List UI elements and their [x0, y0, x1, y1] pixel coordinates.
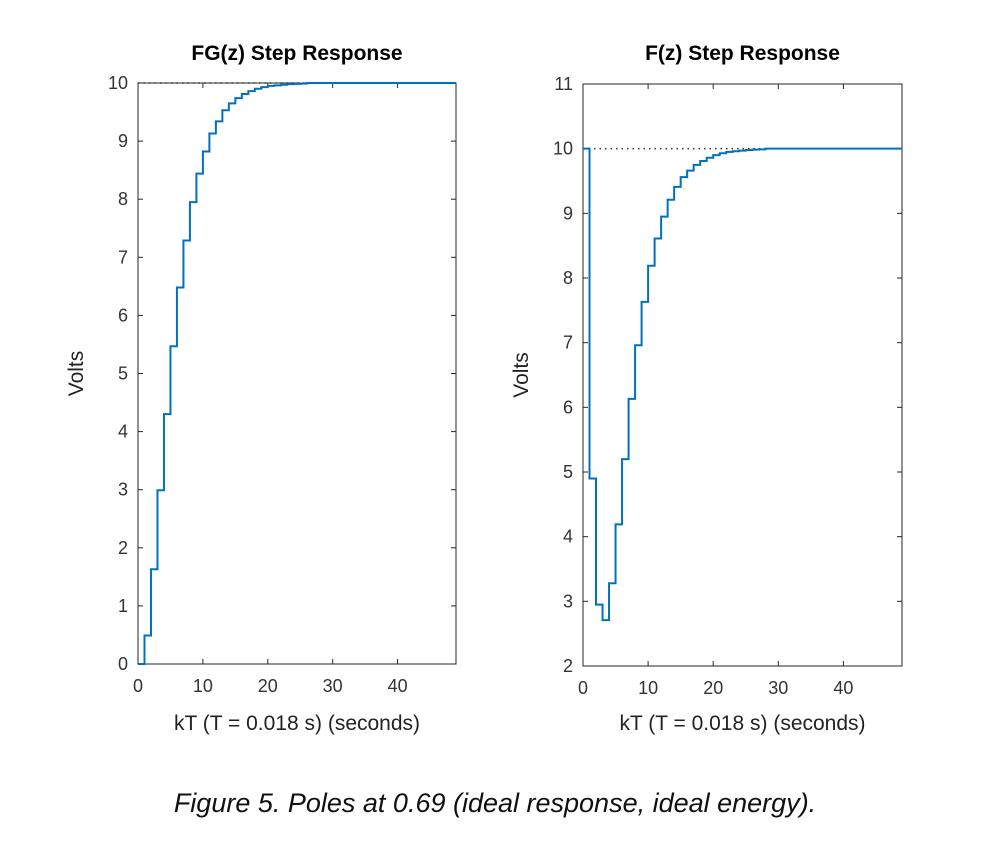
y-axis-label: Volts — [65, 351, 88, 397]
y-tick-label: 11 — [554, 74, 573, 94]
y-tick-label: 4 — [118, 422, 128, 442]
x-tick-label: 20 — [703, 678, 723, 698]
y-tick-label: 9 — [118, 131, 128, 151]
y-tick-label: 9 — [563, 203, 573, 223]
x-tick-label: 20 — [258, 676, 278, 696]
axes-box — [582, 83, 903, 667]
y-tick-label: 2 — [118, 538, 128, 558]
x-tick-label: 30 — [768, 678, 788, 698]
x-axis-label: kT (T = 0.018 s) (seconds) — [619, 712, 865, 735]
chart-title: F(z) Step Response — [645, 42, 840, 65]
y-tick-label: 5 — [118, 364, 128, 384]
y-tick-label: 6 — [563, 397, 573, 417]
y-tick-label: 3 — [118, 480, 128, 500]
x-tick-label: 40 — [388, 676, 408, 696]
step-response-line — [583, 147, 902, 622]
y-tick-label: 8 — [563, 268, 573, 288]
figure-caption: Figure 5. Poles at 0.69 (ideal response,… — [173, 788, 817, 818]
y-tick-label: 10 — [108, 73, 128, 93]
y-tick-label: 10 — [553, 139, 573, 159]
y-tick-label: 6 — [118, 305, 128, 325]
x-axis-label: kT (T = 0.018 s) (seconds) — [174, 712, 420, 735]
x-tick-label: 40 — [833, 678, 853, 698]
subplot-1: 0 10 20 30 40 0 1 2 3 4 5 6 7 8 9 10 FG(z) Step Response… — [65, 42, 457, 735]
y-tick-label: 4 — [563, 527, 573, 547]
y-tick-label: 7 — [563, 333, 573, 353]
x-tick-label: 0 — [133, 676, 143, 696]
y-tick-label: 7 — [118, 247, 128, 267]
subplot-2: 0 10 20 30 40 2 3 4 5 6 7 8 9 10 11 F(z) Step Response k… — [510, 42, 903, 735]
y-tick-label: 5 — [563, 462, 573, 482]
step-response-line — [138, 82, 456, 665]
y-tick-label: 8 — [118, 189, 128, 209]
axes-box — [137, 82, 457, 665]
y-tick-label: 2 — [563, 656, 573, 676]
y-tick-label: 3 — [563, 591, 573, 611]
x-tick-label: 10 — [193, 676, 213, 696]
y-tick-label: 1 — [118, 596, 128, 616]
x-tick-label: 10 — [638, 678, 658, 698]
y-tick-label: 0 — [118, 654, 128, 674]
x-tick-label: 30 — [323, 676, 343, 696]
y-axis-label: Volts — [510, 352, 533, 398]
chart-title: FG(z) Step Response — [191, 42, 402, 65]
x-tick-label: 0 — [578, 678, 588, 698]
